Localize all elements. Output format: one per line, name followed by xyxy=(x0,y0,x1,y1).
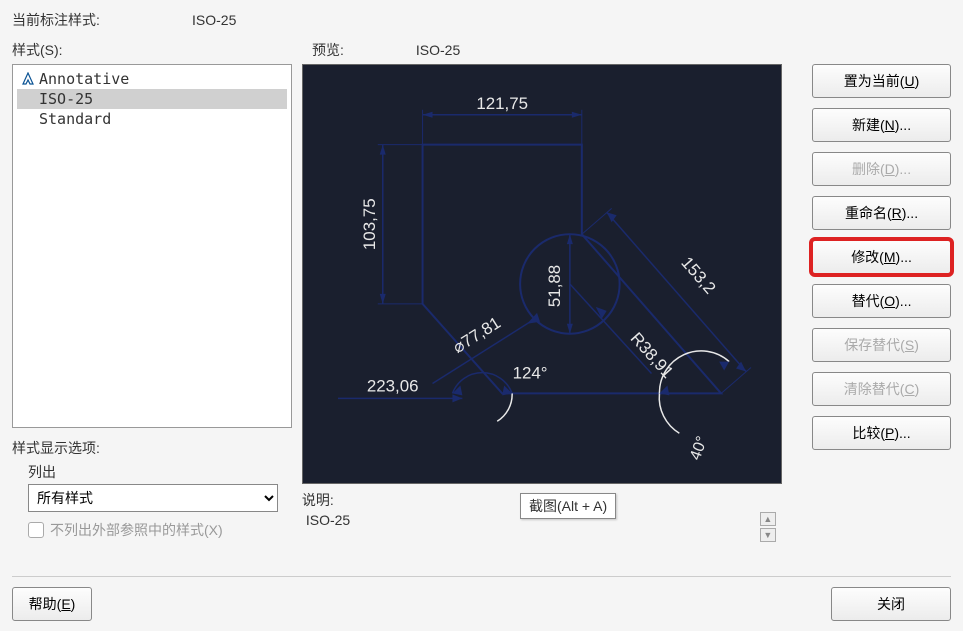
style-item-standard[interactable]: Standard xyxy=(17,109,287,129)
style-item-label: Standard xyxy=(39,110,111,128)
annotative-icon xyxy=(21,72,35,86)
style-filter-select[interactable]: 所有样式 xyxy=(28,484,278,512)
new-button[interactable]: 新建(N)... xyxy=(812,108,951,142)
dim-diameter: ⌀77,81 xyxy=(449,313,504,357)
dim-angle1: 124° xyxy=(512,364,547,383)
style-item-label: Annotative xyxy=(39,70,129,88)
override-button[interactable]: 替代(O)... xyxy=(812,284,951,318)
current-style-value: ISO-25 xyxy=(192,12,236,28)
modify-button[interactable]: 修改(M)... xyxy=(812,240,951,274)
current-style-label: 当前标注样式: xyxy=(12,10,192,30)
preview-style-name: ISO-25 xyxy=(416,42,460,58)
styles-label: 样式(S): xyxy=(12,42,63,58)
dim-left-height: 103,75 xyxy=(360,198,379,250)
help-button[interactable]: 帮助(E) xyxy=(12,587,92,621)
clear-override-button[interactable]: 清除替代(C) xyxy=(812,372,951,406)
dim-right-diag: 153,2 xyxy=(677,253,719,297)
rename-button[interactable]: 重命名(R)... xyxy=(812,196,951,230)
set-current-button[interactable]: 置为当前(U) xyxy=(812,64,951,98)
description-value: ISO-25 xyxy=(306,512,350,528)
delete-button[interactable]: 删除(D)... xyxy=(812,152,951,186)
exclude-xref-checkbox[interactable] xyxy=(28,522,44,538)
description-scroll-down[interactable]: ▼ xyxy=(760,528,776,542)
style-item-iso25[interactable]: ISO-25 xyxy=(17,89,287,109)
style-item-label: ISO-25 xyxy=(39,90,93,108)
list-label: 列出 xyxy=(28,462,292,482)
dim-top-width: 121,75 xyxy=(476,94,528,113)
display-options-label: 样式显示选项: xyxy=(12,438,292,458)
close-button[interactable]: 关闭 xyxy=(831,587,951,621)
description-scroll-up[interactable]: ▲ xyxy=(760,512,776,526)
compare-button[interactable]: 比较(P)... xyxy=(812,416,951,450)
exclude-xref-label: 不列出外部参照中的样式(X) xyxy=(50,520,223,540)
save-override-button[interactable]: 保存替代(S) xyxy=(812,328,951,362)
preview-canvas: 121,75 103,75 51,88 153,2 xyxy=(302,64,782,484)
dim-bottom-coord: 223,06 xyxy=(367,376,419,395)
preview-label: 预览: xyxy=(312,40,412,60)
dim-inner-height: 51,88 xyxy=(545,265,564,307)
screenshot-tooltip: 截图(Alt + A) xyxy=(520,493,616,519)
dim-angle2: 40° xyxy=(687,434,711,462)
style-list[interactable]: Annotative ISO-25 Standard xyxy=(12,64,292,428)
style-item-annotative[interactable]: Annotative xyxy=(17,69,287,89)
